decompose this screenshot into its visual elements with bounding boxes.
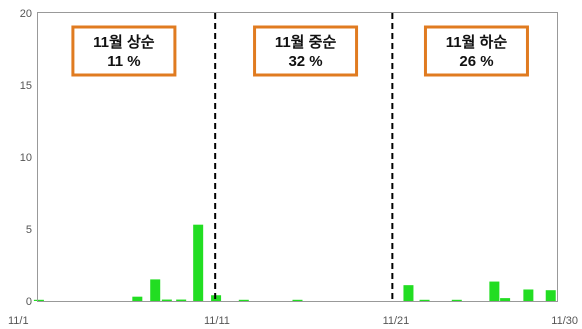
y-tick-label: 5 bbox=[26, 224, 32, 236]
bar bbox=[161, 299, 172, 301]
bar bbox=[419, 299, 430, 301]
y-tick-label: 0 bbox=[26, 296, 32, 308]
bar bbox=[132, 296, 143, 301]
bar bbox=[292, 299, 303, 301]
period-annotation-box: 11월 하순 26 % bbox=[423, 25, 529, 77]
plot-frame bbox=[37, 12, 558, 302]
y-tick-label: 15 bbox=[20, 80, 32, 92]
annotation-frame bbox=[253, 25, 359, 77]
annotation-period-label: 11월 중순 bbox=[275, 34, 337, 51]
annotation-percent-value: 11 % bbox=[107, 53, 140, 70]
bar bbox=[523, 289, 534, 301]
x-tick-label: 11/11 bbox=[204, 315, 230, 327]
period-annotation-box: 11월 상순 11 % bbox=[71, 25, 177, 77]
bar bbox=[545, 290, 556, 301]
bar bbox=[33, 299, 44, 301]
bar bbox=[176, 299, 187, 301]
annotation-frame bbox=[423, 25, 529, 77]
bar bbox=[489, 281, 500, 301]
annotation-percent-value: 32 % bbox=[288, 53, 322, 70]
bar bbox=[193, 224, 204, 301]
annotation-percent-value: 26 % bbox=[459, 53, 493, 70]
y-tick-label: 10 bbox=[20, 152, 32, 164]
period-annotation-box: 11월 중순 32 % bbox=[253, 25, 359, 77]
annotation-period-label: 11월 하순 bbox=[446, 34, 508, 51]
bar bbox=[500, 298, 511, 301]
x-tick-label: 11/21 bbox=[383, 315, 410, 327]
y-tick-label: 20 bbox=[20, 8, 32, 20]
bar bbox=[403, 285, 414, 301]
x-tick-label: 11/30 bbox=[551, 315, 578, 327]
x-tick-label: 11/1 bbox=[8, 315, 29, 327]
bar bbox=[238, 299, 249, 301]
bar bbox=[150, 279, 161, 301]
bar bbox=[451, 299, 462, 301]
annotation-frame bbox=[71, 25, 177, 77]
annotation-period-label: 11월 상순 bbox=[93, 34, 155, 51]
